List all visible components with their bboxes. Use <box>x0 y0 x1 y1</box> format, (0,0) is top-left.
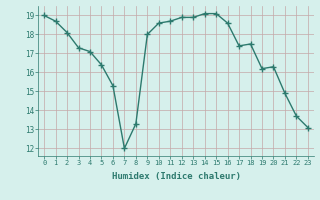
X-axis label: Humidex (Indice chaleur): Humidex (Indice chaleur) <box>111 172 241 181</box>
